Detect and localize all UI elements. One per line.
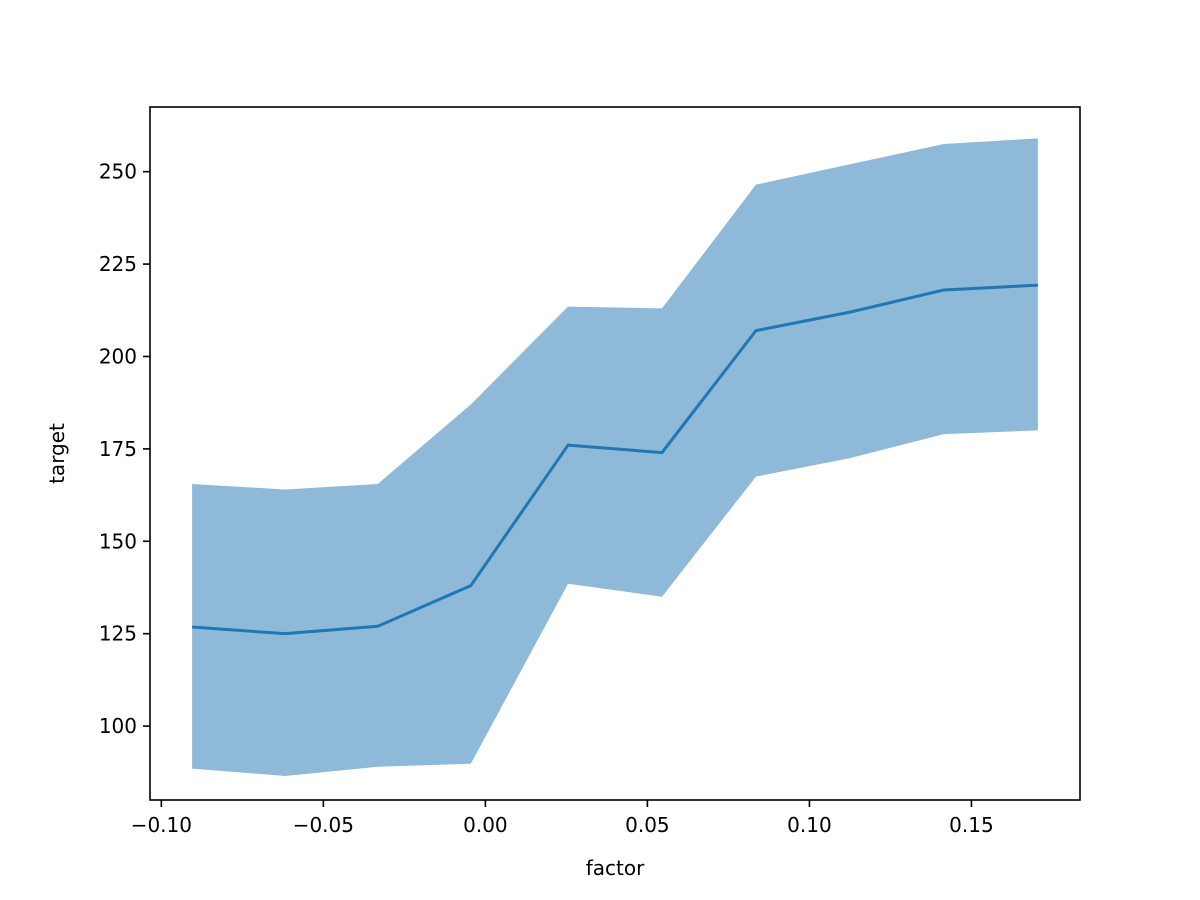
x-tick-label: 0.05 bbox=[625, 813, 670, 837]
y-tick-label: 175 bbox=[99, 437, 137, 461]
series-line bbox=[192, 283, 1038, 636]
x-tick-label: 0.00 bbox=[463, 813, 508, 837]
y-tick-label: 250 bbox=[99, 160, 137, 184]
y-axis-label: target bbox=[45, 423, 69, 484]
x-axis-label: factor bbox=[586, 856, 645, 880]
y-tick-label: 150 bbox=[99, 529, 137, 553]
y-tick-label: 200 bbox=[99, 344, 137, 368]
x-tick-label: −0.10 bbox=[131, 813, 192, 837]
y-tick-label: 125 bbox=[99, 622, 137, 646]
plot-area bbox=[192, 138, 1038, 776]
x-tick-label: 0.15 bbox=[949, 813, 994, 837]
y-axis: 100 125 150 175 200 225 250 bbox=[99, 160, 150, 738]
axes-frame bbox=[149, 106, 1081, 801]
x-axis: −0.10 −0.05 0.00 0.05 0.10 0.15 bbox=[131, 800, 994, 837]
x-tick-label: −0.05 bbox=[293, 813, 354, 837]
y-tick-label: 225 bbox=[99, 252, 137, 276]
y-tick-label: 100 bbox=[99, 714, 137, 738]
x-tick-label: 0.10 bbox=[787, 813, 832, 837]
confidence-band bbox=[192, 138, 1038, 776]
